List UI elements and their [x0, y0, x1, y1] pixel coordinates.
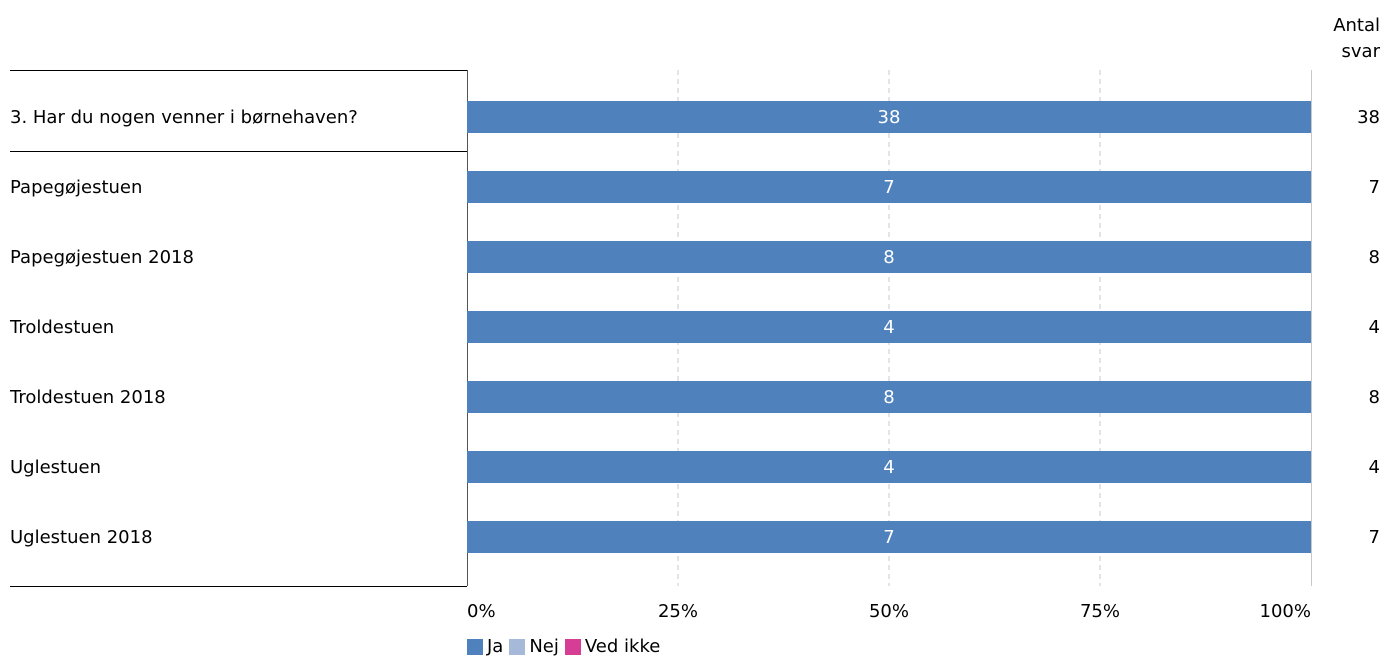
x-axis-ticks: 0% 25% 50% 75% 100% — [467, 601, 1311, 622]
x-tick-label: 100% — [1260, 601, 1311, 622]
bar-segment — [467, 171, 1311, 203]
row-total: 7 — [1369, 527, 1380, 548]
legend: Ja Nej Ved ikke — [467, 636, 666, 657]
x-tick-label: 50% — [869, 601, 909, 622]
legend-swatch — [509, 638, 526, 655]
bar-segment — [467, 521, 1311, 553]
x-tick-label: 25% — [658, 601, 698, 622]
bar-value-label: 7 — [883, 527, 894, 548]
legend-swatch — [564, 638, 581, 655]
bar-value-label: 7 — [883, 177, 894, 198]
legend-label: Ved ikke — [584, 636, 661, 657]
row-total: 8 — [1369, 387, 1380, 408]
bar-value-label: 38 — [878, 107, 901, 128]
category-label: Troldestuen — [9, 317, 114, 338]
category-label: 3. Har du nogen venner i børnehaven? — [10, 107, 358, 128]
bar-value-label: 8 — [883, 387, 894, 408]
bar-segment — [467, 241, 1311, 273]
bar-segment — [467, 381, 1311, 413]
legend-label: Nej — [529, 636, 559, 657]
category-label: Uglestuen — [10, 457, 101, 478]
totals-header-line1: Antal — [1333, 15, 1380, 36]
category-label: Papegøjestuen — [10, 177, 142, 198]
bar-value-label: 4 — [883, 317, 894, 338]
category-label: Troldestuen 2018 — [9, 387, 166, 408]
row-total: 4 — [1369, 457, 1380, 478]
row-total: 7 — [1369, 177, 1380, 198]
chart-rows: 3. Har du nogen venner i børnehaven? 38 38… — [9, 101, 1380, 553]
x-tick-label: 0% — [467, 601, 496, 622]
legend-item: Ja — [467, 636, 503, 657]
row-total: 38 — [1357, 107, 1380, 128]
row-total: 4 — [1369, 317, 1380, 338]
row-total: 8 — [1369, 247, 1380, 268]
bar-segment — [467, 311, 1311, 343]
totals-header-line2: svar — [1342, 41, 1381, 62]
bar-segment — [467, 451, 1311, 483]
legend-swatch — [467, 638, 483, 655]
legend-item: Ved ikke — [564, 636, 661, 657]
category-label: Papegøjestuen 2018 — [10, 247, 194, 268]
bar-segment — [467, 101, 1311, 133]
grid-lines — [677, 70, 1101, 586]
plot-frame — [10, 70, 1312, 587]
bar-value-label: 8 — [883, 247, 894, 268]
bar-value-label: 4 — [883, 457, 894, 478]
legend-label: Ja — [487, 636, 504, 657]
category-label: Uglestuen 2018 — [10, 527, 153, 548]
x-tick-label: 75% — [1080, 601, 1120, 622]
legend-item: Nej — [509, 636, 559, 657]
